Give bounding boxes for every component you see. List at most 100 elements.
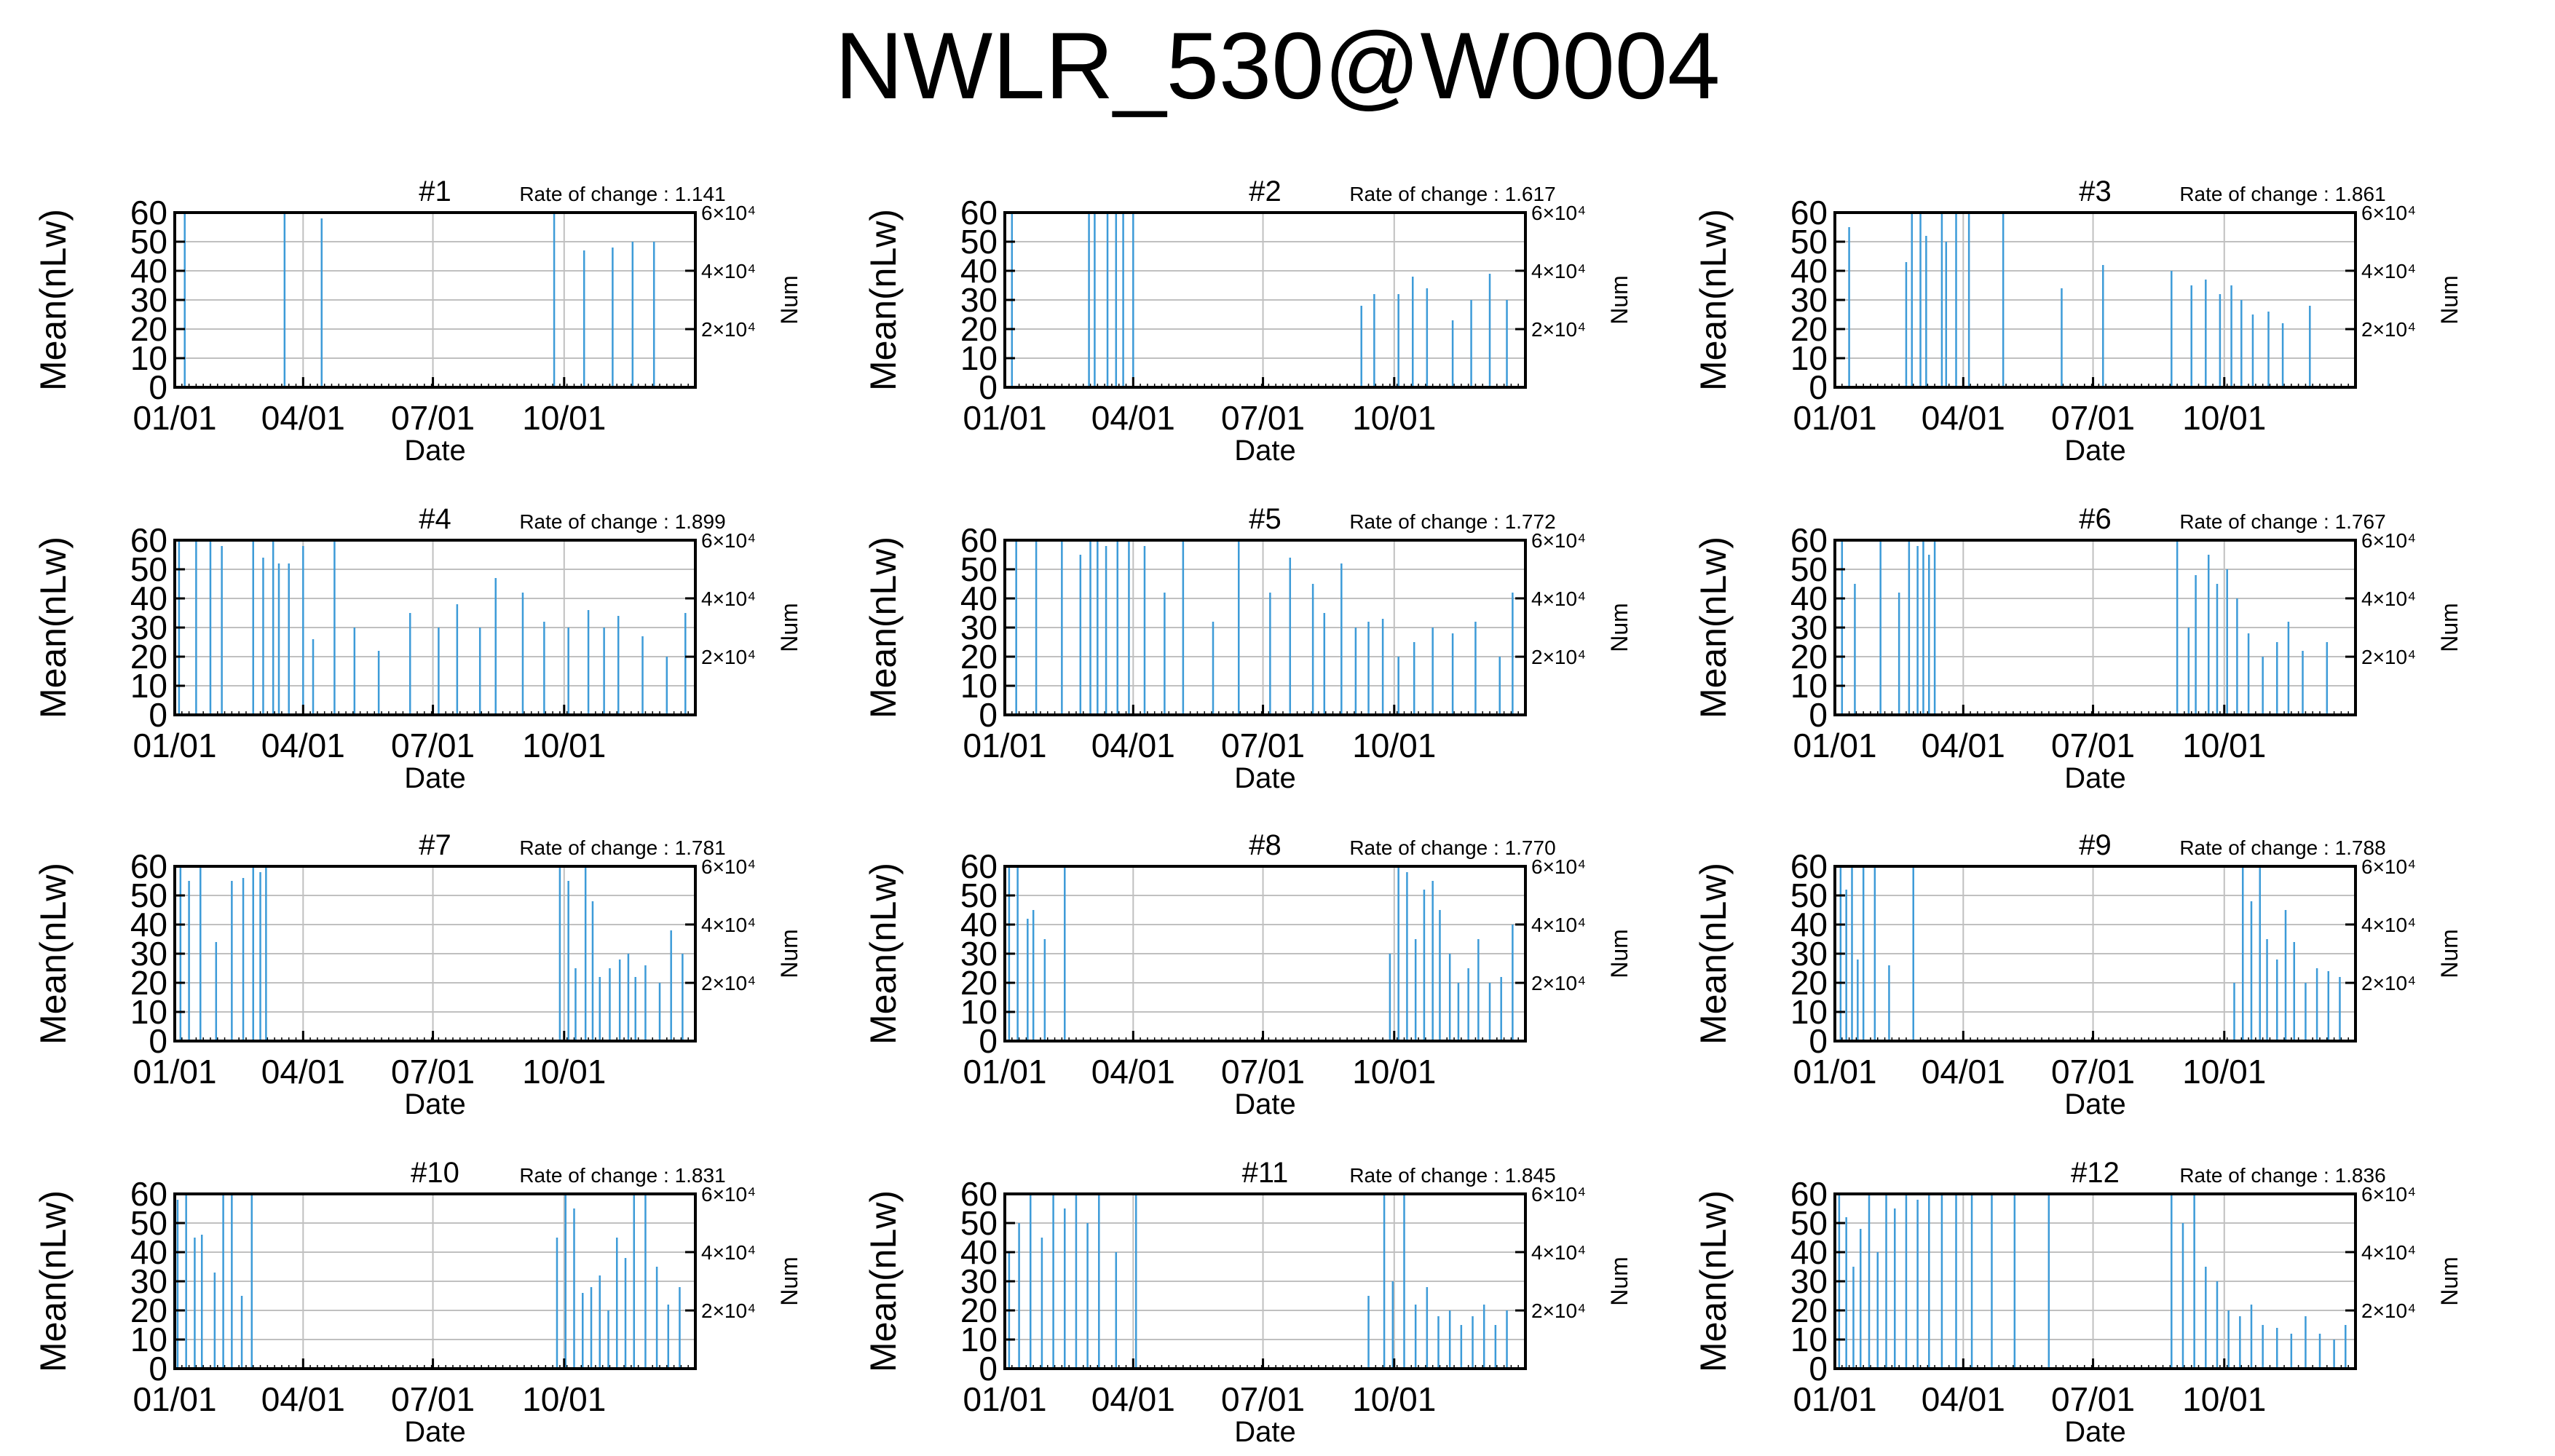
y-tick-label: 50 <box>130 223 167 261</box>
y-tick-label: 10 <box>1790 1321 1828 1358</box>
y2-axis-title: Num <box>1606 603 1632 652</box>
y-axis-title: Mean(nLw) <box>1693 863 1734 1045</box>
y-tick-label: 40 <box>1790 1233 1828 1271</box>
panel-title: #7 <box>419 829 451 861</box>
x-tick-label: 04/01 <box>1922 399 2005 437</box>
y-tick-label: 20 <box>1790 1291 1828 1329</box>
y2-tick-label: 6×10⁴ <box>701 202 756 224</box>
y-axis-title: Mean(nLw) <box>863 863 904 1045</box>
y-tick-label: 40 <box>130 906 167 943</box>
y2-tick-label: 6×10⁴ <box>2361 529 2416 552</box>
y-tick-label: 0 <box>149 368 167 406</box>
y2-tick-label: 6×10⁴ <box>701 529 756 552</box>
y-axis-title: Mean(nLw) <box>863 1190 904 1372</box>
x-tick-label: 04/01 <box>261 727 345 764</box>
y-tick-label: 40 <box>130 252 167 290</box>
rate-of-change-label: Rate of change : 1.845 <box>1349 1164 1555 1187</box>
x-tick-label: 01/01 <box>963 727 1046 764</box>
x-tick-label: 07/01 <box>2051 1380 2135 1418</box>
y-tick-label: 60 <box>130 194 167 232</box>
y-tick-label: 50 <box>130 1204 167 1242</box>
x-axis-title: Date <box>1234 1416 1296 1448</box>
x-tick-label: 04/01 <box>261 399 345 437</box>
x-tick-label: 01/01 <box>1793 1053 1876 1091</box>
y-tick-label: 20 <box>130 310 167 348</box>
x-tick-label: 07/01 <box>1221 727 1305 764</box>
y2-tick-label: 2×10⁴ <box>1531 1299 1586 1322</box>
y-tick-label: 10 <box>960 993 998 1031</box>
x-tick-label: 07/01 <box>391 399 475 437</box>
y2-tick-label: 4×10⁴ <box>2361 914 2416 936</box>
x-tick-label: 07/01 <box>1221 1053 1305 1091</box>
y2-axis-title: Num <box>776 929 802 978</box>
y-tick-label: 10 <box>130 1321 167 1358</box>
y-tick-label: 60 <box>130 1175 167 1213</box>
y2-tick-label: 4×10⁴ <box>1531 914 1586 936</box>
y-axis-title: Mean(nLw) <box>1693 209 1734 391</box>
y-tick-label: 60 <box>1790 1175 1828 1213</box>
y-axis-title: Mean(nLw) <box>33 863 74 1045</box>
y-tick-label: 10 <box>960 1321 998 1358</box>
rate-of-change-label: Rate of change : 1.899 <box>519 510 725 533</box>
y-tick-label: 20 <box>960 310 998 348</box>
y-tick-label: 40 <box>960 579 998 617</box>
y2-tick-label: 4×10⁴ <box>1531 587 1586 610</box>
y2-tick-label: 4×10⁴ <box>1531 1241 1586 1264</box>
y2-tick-label: 2×10⁴ <box>2361 972 2416 994</box>
y-tick-label: 10 <box>130 339 167 377</box>
y-tick-label: 10 <box>1790 993 1828 1031</box>
rate-of-change-label: Rate of change : 1.141 <box>519 183 725 205</box>
x-axis-title: Date <box>2064 762 2126 794</box>
x-axis-title: Date <box>404 762 466 794</box>
y2-tick-label: 4×10⁴ <box>2361 260 2416 282</box>
y2-tick-label: 2×10⁴ <box>701 646 756 668</box>
y-tick-label: 60 <box>960 1175 998 1213</box>
y-tick-label: 0 <box>149 1350 167 1388</box>
y-axis-title: Mean(nLw) <box>33 209 74 391</box>
y-tick-label: 0 <box>979 368 998 406</box>
y-tick-label: 30 <box>1790 935 1828 973</box>
y-tick-label: 30 <box>1790 281 1828 319</box>
y-tick-label: 10 <box>960 339 998 377</box>
panel-title: #2 <box>1249 175 1282 207</box>
x-tick-label: 04/01 <box>261 1380 345 1418</box>
x-tick-label: 10/01 <box>1352 1053 1436 1091</box>
y-axis-title: Mean(nLw) <box>863 209 904 391</box>
rate-of-change-label: Rate of change : 1.767 <box>2179 510 2385 533</box>
y2-axis-title: Num <box>776 275 802 325</box>
y-tick-label: 20 <box>130 964 167 1002</box>
y-tick-label: 20 <box>960 1291 998 1329</box>
y2-tick-label: 6×10⁴ <box>1531 529 1586 552</box>
y2-tick-label: 2×10⁴ <box>2361 1299 2416 1322</box>
y2-tick-label: 4×10⁴ <box>1531 260 1586 282</box>
y-tick-label: 60 <box>960 521 998 559</box>
y2-tick-label: 2×10⁴ <box>1531 972 1586 994</box>
y-tick-label: 40 <box>1790 906 1828 943</box>
y-tick-label: 50 <box>960 877 998 914</box>
y-tick-label: 50 <box>960 1204 998 1242</box>
y-tick-label: 50 <box>1790 877 1828 914</box>
y-tick-label: 10 <box>130 993 167 1031</box>
y-tick-label: 60 <box>130 847 167 885</box>
x-axis-title: Date <box>404 1088 466 1120</box>
y-tick-label: 30 <box>960 609 998 646</box>
y-tick-label: 20 <box>130 638 167 676</box>
y-tick-label: 20 <box>960 964 998 1002</box>
y2-tick-label: 2×10⁴ <box>2361 318 2416 341</box>
x-tick-label: 07/01 <box>2051 1053 2135 1091</box>
y2-tick-label: 6×10⁴ <box>1531 1183 1586 1206</box>
y-tick-label: 0 <box>979 1022 998 1060</box>
x-tick-label: 01/01 <box>133 727 216 764</box>
x-tick-label: 04/01 <box>1091 1053 1175 1091</box>
y2-tick-label: 4×10⁴ <box>701 1241 756 1264</box>
y-tick-label: 0 <box>979 1350 998 1388</box>
rate-of-change-label: Rate of change : 1.781 <box>519 836 725 859</box>
y-tick-label: 50 <box>130 550 167 588</box>
x-axis-title: Date <box>404 435 466 467</box>
